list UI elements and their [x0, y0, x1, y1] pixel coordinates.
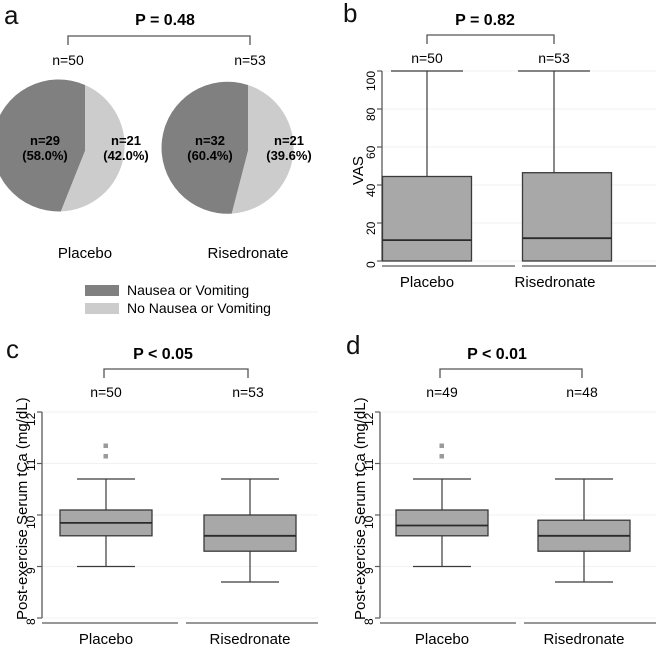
panel-b-boxrect-placebo [381, 175, 473, 262]
panel-b-yticklabel-20: 20 [364, 221, 378, 235]
panel-d-box-risedronate [537, 478, 631, 583]
panel-a-n-placebo: n=50 [52, 52, 84, 68]
panel-a-xlabel-placebo: Placebo [57, 245, 113, 262]
panel-a-graphics [0, 35, 294, 214]
pie-risedronate-label-nausea: n=32 (60.4%) [177, 133, 243, 164]
panel-a-pvalue: P = 0.48 [135, 12, 195, 29]
panel-a-letter: a [4, 0, 19, 30]
pie-placebo-label-nausea: n=29 (58.0%) [12, 133, 78, 164]
panel-d-n-risedronate: n=48 [566, 384, 598, 400]
panel-c-n-risedronate: n=53 [232, 384, 264, 400]
panel-c-boxrect-risedronate [203, 514, 297, 552]
panel-d-outlier-placebo-115 [439, 454, 444, 459]
pie-placebo-slice-no-nausea [60, 85, 125, 212]
panel-b-boxrect-risedronate [521, 172, 613, 262]
panel-d-yticklabel-8: 8 [362, 618, 376, 625]
panel-d-ylabel: Post-exercise Serum tCa (mg/dL) [352, 397, 369, 620]
panel-c-outlier-placebo-117 [103, 443, 108, 448]
pie-risedronate [161, 81, 294, 214]
pie-risedronate-nausea-count: n=32 [195, 133, 225, 148]
panel-c-yticklabel-12: 12 [24, 412, 38, 426]
legend-swatch-no-nausea-icon [85, 302, 119, 314]
pie-placebo-nausea-pct: (58.0%) [22, 147, 68, 163]
panel-b-yticklabel-60: 60 [364, 145, 378, 159]
panel-d-n-placebo: n=49 [426, 384, 458, 400]
pie-risedronate-no-nausea-count: n=21 [274, 133, 304, 148]
pie-risedronate-no-nausea-pct: (39.6%) [266, 147, 312, 163]
panel-b-graphics [377, 34, 656, 267]
panel-d-yticklabel-9: 9 [362, 567, 376, 574]
panel-c-graphics [37, 368, 318, 624]
pie-placebo-nausea-count: n=29 [30, 133, 60, 148]
panel-d-boxrect-placebo [395, 509, 489, 537]
panel-d-yticklabel-10: 10 [362, 515, 376, 529]
panel-d-yticklabel-12: 12 [362, 412, 376, 426]
pie-risedronate-slice-no-nausea [231, 85, 294, 214]
panel-b-n-risedronate: n=53 [538, 50, 570, 66]
panel-b-pvalue: P = 0.82 [455, 12, 515, 29]
panel-c-xlabel-placebo: Placebo [78, 631, 134, 648]
panel-d-box-placebo [395, 443, 489, 568]
panel-c-box-placebo [59, 443, 153, 568]
panel-b-yticklabel-0: 0 [364, 261, 378, 268]
panel-c-bracket [103, 368, 249, 378]
panel-d: d P < 0.01 [330, 330, 661, 667]
panel-a: a P = 0.48 n=50 n=53 n=29 (58.0%) n=21 (… [0, 0, 330, 330]
panel-c-yticklabel-10: 10 [24, 515, 38, 529]
panel-c: c P < 0.05 [0, 330, 330, 667]
legend-item-nausea: Nausea or Vomiting [85, 282, 249, 298]
panel-b-n-placebo: n=50 [411, 50, 443, 66]
legend-label-no-nausea: No Nausea or Vomiting [127, 300, 271, 316]
panel-b-xlabel-risedronate: Risedronate [514, 274, 596, 291]
panel-d-letter: d [346, 330, 361, 360]
panel-b-box-risedronate [518, 70, 613, 262]
panel-d-xlabel-placebo: Placebo [414, 631, 470, 648]
pie-placebo [0, 79, 125, 212]
panel-a-xlabel-risedronate: Risedronate [207, 245, 289, 262]
legend-swatch-nausea-icon [85, 284, 119, 296]
panel-b-yticklabel-80: 80 [364, 107, 378, 121]
panel-b-yticklabel-100: 100 [364, 70, 378, 91]
panel-d-pvalue: P < 0.01 [467, 346, 527, 363]
panel-b: b P = 0.82 [330, 0, 661, 330]
pie-risedronate-label-no-nausea: n=21 (39.6%) [256, 133, 322, 164]
panel-c-box-risedronate [203, 478, 297, 583]
panel-b-letter: b [343, 0, 358, 28]
panel-d-bracket [439, 368, 583, 378]
panel-d-graphics [375, 368, 656, 624]
panel-c-yticklabel-8: 8 [24, 618, 38, 625]
pie-placebo-label-no-nausea: n=21 (42.0%) [93, 133, 159, 164]
panel-c-n-placebo: n=50 [90, 384, 122, 400]
panel-c-yticklabel-11: 11 [24, 458, 38, 471]
panel-c-ylabel: Post-exercise Serum tCa (mg/dL) [14, 397, 31, 620]
panel-c-letter: c [6, 334, 19, 364]
pie-placebo-no-nausea-count: n=21 [111, 133, 141, 148]
panel-c-outlier-placebo-115 [103, 454, 108, 459]
panel-b-yticklabel-40: 40 [364, 183, 378, 197]
panel-c-xlabel-risedronate: Risedronate [209, 631, 291, 648]
panel-d-xlabel-risedronate: Risedronate [543, 631, 625, 648]
panel-a-n-risedronate: n=53 [234, 52, 266, 68]
panel-b-bracket [426, 34, 555, 44]
panel-a-bracket [67, 35, 251, 45]
legend-item-no-nausea: No Nausea or Vomiting [85, 300, 271, 316]
pie-placebo-slice-nausea [0, 79, 85, 212]
panel-d-outlier-placebo-117 [439, 443, 444, 448]
panel-c-yticklabel-9: 9 [24, 567, 38, 574]
pie-risedronate-nausea-pct: (60.4%) [187, 147, 233, 163]
panel-b-xlabel-placebo: Placebo [399, 274, 455, 291]
panel-b-box-placebo [381, 70, 473, 262]
legend-label-nausea: Nausea or Vomiting [127, 282, 250, 298]
panel-c-pvalue: P < 0.05 [133, 346, 193, 363]
panel-b-ylabel: VAS [350, 156, 367, 185]
panel-d-yticklabel-11: 11 [362, 458, 376, 471]
pie-risedronate-slice-nausea [161, 81, 248, 214]
pie-placebo-no-nausea-pct: (42.0%) [103, 147, 149, 163]
